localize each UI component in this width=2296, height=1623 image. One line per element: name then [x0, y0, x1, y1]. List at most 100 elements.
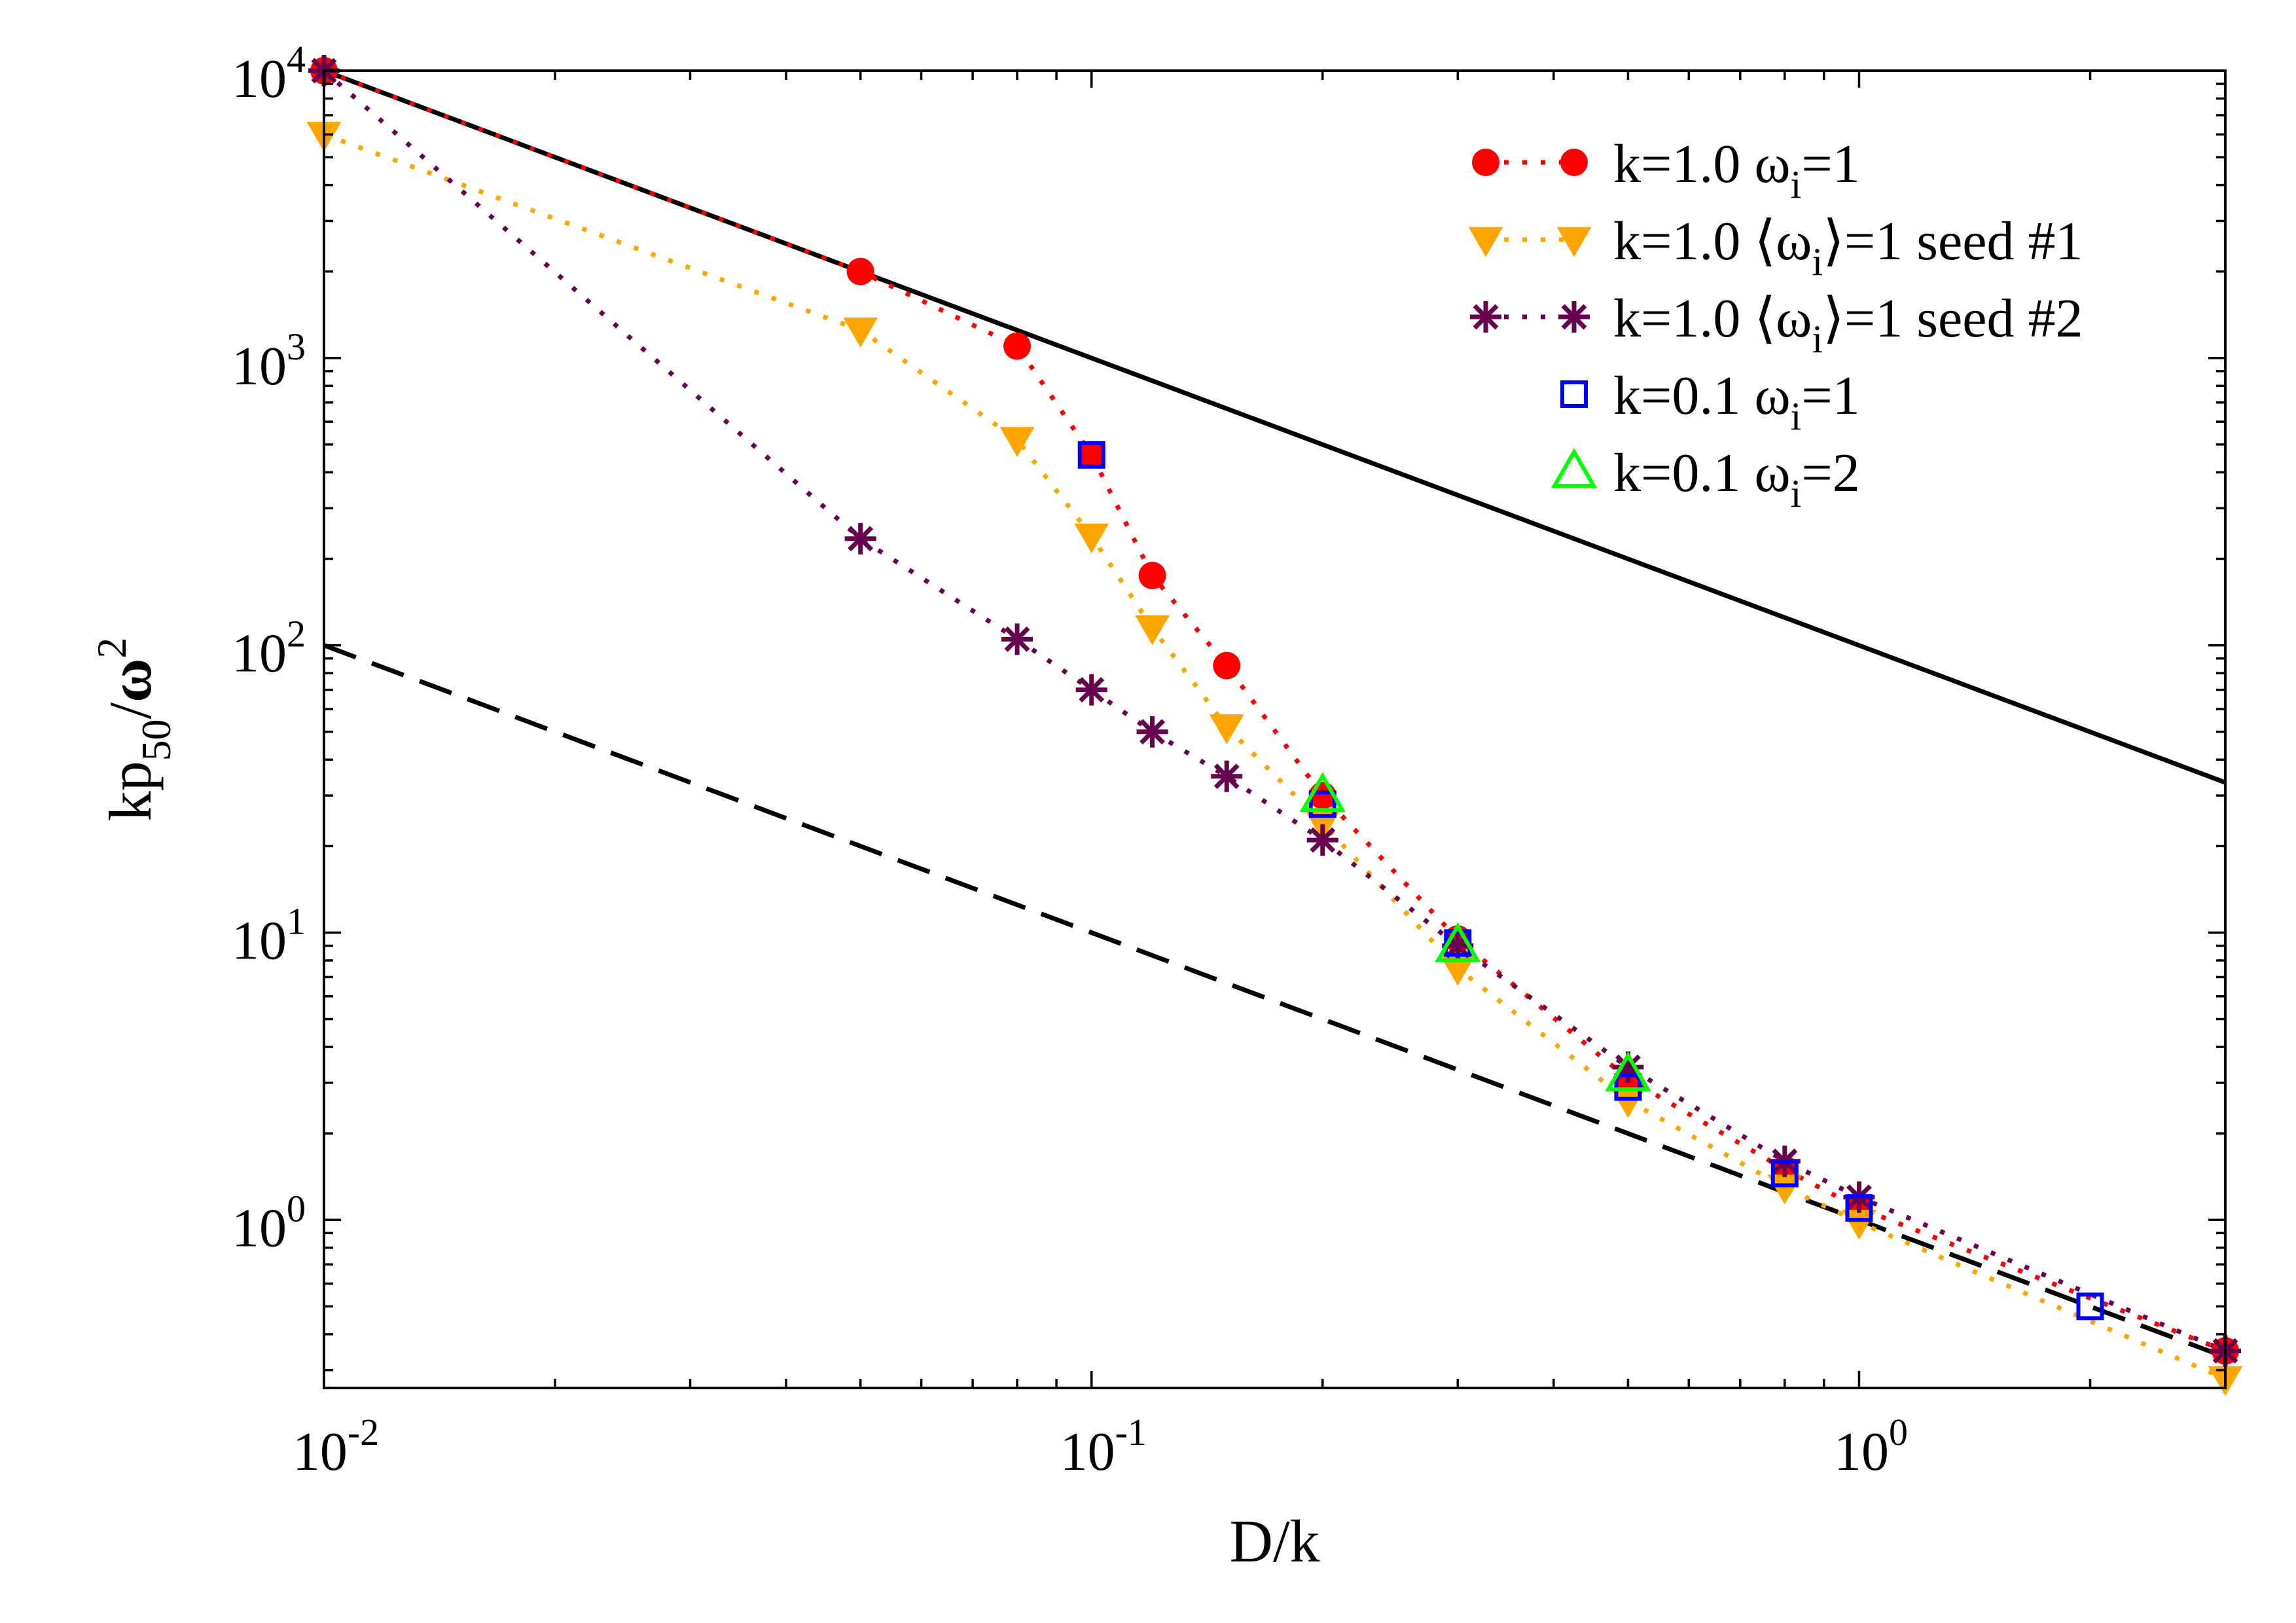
legend-entry-k1-fixed: k=1.0 ωi=1 [1472, 134, 1860, 206]
tick-label-exponent: 1 [287, 900, 306, 942]
dashed-guide [324, 643, 2225, 1360]
legend: k=1.0 ωi=1k=1.0 ⟨ωi⟩=1 seed #1k=1.0 ⟨ωi⟩… [1468, 134, 2083, 515]
tick-label-base: 10 [293, 1421, 348, 1482]
k01-w2-point [1605, 1051, 1651, 1091]
y-tick-label: 100 [232, 1187, 306, 1258]
axis-ticks [323, 69, 2227, 1388]
plot-frame [323, 69, 2227, 1389]
tick-label-exponent: 0 [1889, 1411, 1908, 1453]
legend-marker [1560, 380, 1588, 408]
k01-w1-point [1077, 441, 1105, 469]
legend-label-rest: ⟩=1 seed #2 [1823, 288, 2083, 349]
legend-entry-k01-w1: k=0.1 ωi=1 [1560, 365, 1860, 438]
k1-seed2-point [1306, 824, 1338, 856]
legend-marker [1560, 149, 1588, 176]
legend-entry-k1-seed1: k=1.0 ⟨ωi⟩=1 seed #1 [1468, 211, 2083, 283]
tick-label-exponent: 3 [287, 325, 306, 368]
legend-label-subscript: i [1812, 240, 1823, 283]
k1-fixed-point [846, 257, 874, 285]
legend-label-main: k=1.0 ω [1613, 134, 1791, 194]
legend-label-main: k=0.1 ω [1613, 443, 1791, 503]
k1-fixed-line [324, 71, 2225, 1353]
legend-label-main: k=1.0 ⟨ω [1613, 288, 1812, 349]
legend-marker [1558, 301, 1590, 333]
legend-label-subscript: i [1791, 395, 1802, 438]
y-tick-label: 104 [232, 38, 306, 109]
tick-label-exponent: 4 [287, 38, 306, 81]
k1-seed2-point [1001, 623, 1033, 655]
legend-label-rest: =1 [1801, 134, 1859, 194]
reference-lines [324, 71, 2225, 1360]
x-tick-label: 100 [1834, 1411, 1908, 1482]
legend-label: k=1.0 ⟨ωi⟩=1 seed #1 [1613, 211, 2083, 283]
legend-label: k=1.0 ⟨ωi⟩=1 seed #2 [1613, 288, 2083, 361]
asterisk-stroke [1561, 304, 1587, 330]
k1-seed1-point [1209, 714, 1244, 744]
legend-label-rest: ⟩=1 seed #1 [1823, 211, 2083, 272]
legend-label-rest: =1 [1801, 365, 1859, 426]
legend-label-subscript: i [1791, 163, 1802, 206]
k1-fixed-point [1138, 561, 1166, 589]
k1-seed2-point [1136, 716, 1168, 748]
legend-entry-k01-w2: k=0.1 ωi=2 [1551, 443, 1860, 515]
legend-label-rest: =2 [1801, 443, 1859, 503]
legend-label-subscript: i [1812, 318, 1823, 361]
asterisk-stroke [1004, 626, 1030, 652]
y-axis-title: kp50/ω2 [88, 638, 179, 822]
k1-seed2-point [1211, 760, 1243, 792]
k1-fixed-point [1003, 332, 1031, 360]
y-title-superscript: 2 [88, 638, 135, 659]
legend-marker [1468, 227, 1503, 257]
tick-label-base: 10 [232, 623, 287, 684]
asterisk-stroke [848, 526, 874, 552]
legend-entry-k1-seed2: k=1.0 ⟨ωi⟩=1 seed #2 [1470, 288, 2083, 361]
legend-label-main: k=0.1 ω [1613, 365, 1791, 426]
y-title-base: kp [97, 761, 164, 821]
k01-w1-point [1308, 790, 1336, 818]
x-tick-label: 10-1 [1060, 1411, 1147, 1482]
k1-seed2-point [844, 522, 876, 555]
tick-label-base: 10 [1060, 1421, 1115, 1482]
x-axis-title: D/k [1230, 1508, 1320, 1575]
k1-fixed-point [1213, 651, 1241, 680]
legend-marker [1472, 149, 1499, 176]
k1-seed1-point [999, 427, 1035, 457]
tick-label-base: 10 [232, 1197, 287, 1258]
tick-label-exponent: -2 [348, 1411, 379, 1453]
asterisk-stroke [1213, 763, 1240, 790]
tick-label-base: 10 [1834, 1421, 1889, 1482]
asterisk-stroke [1079, 677, 1105, 703]
legend-label: k=0.1 ωi=1 [1613, 365, 1860, 438]
k1-seed2-point [1075, 674, 1107, 706]
y-tick-label: 101 [232, 900, 306, 971]
k1-seed1-point [1611, 1087, 1645, 1118]
y-title-omega: ω [97, 659, 164, 702]
tick-label-base: 10 [232, 910, 287, 971]
y-tick-label: 102 [232, 613, 306, 684]
tick-label-exponent: -1 [1115, 1411, 1147, 1453]
tick-label-base: 10 [232, 48, 287, 109]
solid-guide [324, 71, 2225, 785]
legend-label-subscript: i [1791, 472, 1802, 515]
legend-label-main: k=1.0 ⟨ω [1613, 211, 1812, 272]
k01-w1-point [1770, 1159, 1799, 1188]
y-title-slash: / [97, 702, 164, 719]
k1-seed1-point [1074, 523, 1109, 554]
k1-seed1-point [1440, 956, 1475, 986]
k1-seed1-point [1135, 615, 1170, 646]
k01-w2-points [1299, 772, 1651, 1091]
tick-label-base: 10 [232, 336, 287, 397]
k01-w2-point [1435, 922, 1481, 962]
k1-fixed-point [1077, 441, 1105, 469]
legend-label: k=1.0 ωi=1 [1613, 134, 1860, 206]
legend-label: k=0.1 ωi=2 [1613, 443, 1860, 515]
k01-w1-point [1614, 1073, 1642, 1101]
k01-w1-point [2076, 1292, 2104, 1321]
asterisk-stroke [1139, 719, 1166, 745]
tick-label-exponent: 2 [287, 613, 306, 655]
asterisk-stroke [1310, 827, 1336, 853]
y-tick-label: 103 [232, 325, 306, 397]
